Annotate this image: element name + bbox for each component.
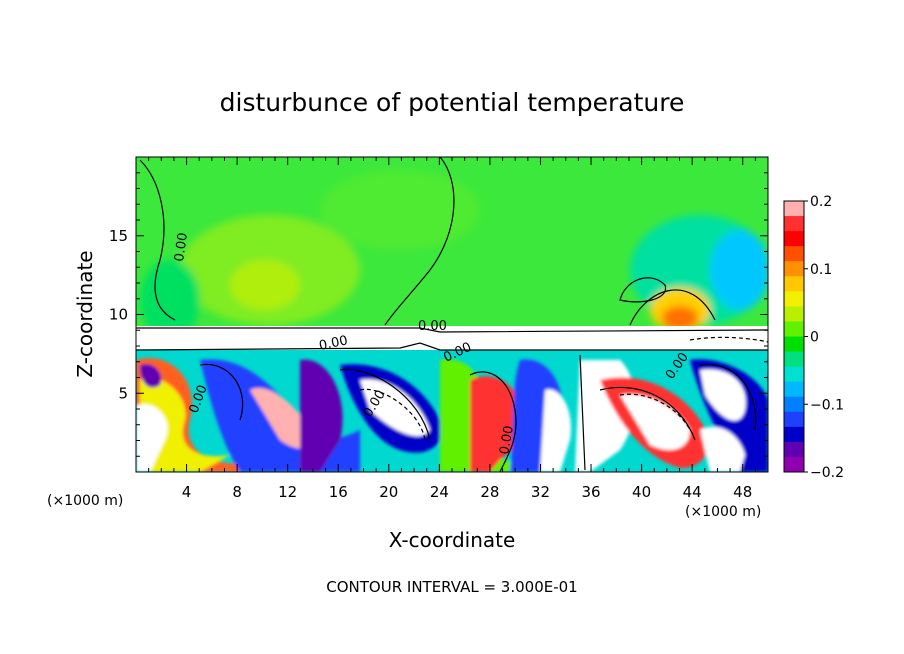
heatmap-field: [136, 157, 768, 472]
x-tick-label: 36: [581, 483, 600, 501]
x-tick-label: 40: [632, 483, 651, 501]
x-tick-label: 16: [329, 483, 348, 501]
colorbar: 0.2 0.1 0 −0.1 −0.2: [783, 194, 844, 481]
colorbar-swatch: [784, 336, 804, 353]
x-tick-label: 24: [430, 483, 449, 501]
y-tick-label: 5: [118, 384, 128, 402]
colorbar-swatch: [784, 321, 804, 337]
contour-label: 0.00: [318, 333, 349, 354]
chart-title: disturbunce of potential temperature: [220, 88, 685, 117]
x-tick-label: 20: [379, 483, 398, 501]
x-tick-label: 8: [232, 483, 242, 501]
colorbar-swatch: [784, 411, 804, 428]
colorbar-swatch: [784, 261, 804, 277]
colorbar-swatch: [784, 381, 804, 398]
colorbar-swatch: [784, 366, 804, 383]
x-axis-label: X-coordinate: [389, 528, 516, 552]
y-tick-label: 10: [109, 306, 128, 324]
x-tick-label: 4: [182, 483, 192, 501]
x-tick-label: 28: [480, 483, 499, 501]
contour-label: 0.00: [418, 319, 447, 334]
x-tick-label: 48: [733, 483, 752, 501]
colorbar-tick-label: 0.1: [810, 262, 832, 278]
colorbar-swatch: [784, 441, 804, 458]
contour-interval-footer: CONTOUR INTERVAL = 3.000E-01: [326, 578, 577, 596]
colorbar-swatch: [784, 306, 804, 322]
y-axis: 5 10 15: [109, 172, 768, 457]
y-axis-label: Z-coordinate: [73, 250, 97, 377]
colorbar-swatch: [784, 201, 804, 217]
colorbar-swatch: [784, 456, 804, 473]
colorbar-tick-label: 0.2: [810, 194, 832, 210]
contour-lines: [136, 157, 768, 472]
colorbar-swatch: [784, 426, 804, 443]
contour-label: 0.00: [172, 232, 191, 263]
x-tick-label: 12: [278, 483, 297, 501]
colorbar-tick-label: 0: [810, 330, 819, 346]
x-axis: 4 8 12 16 20 24 28 32 36 40 44 48: [148, 157, 756, 501]
colorbar-swatch: [784, 231, 804, 247]
x-tick-label: 32: [531, 483, 550, 501]
x-unit-label-left: (×1000 m): [47, 493, 123, 509]
colorbar-swatch: [784, 291, 804, 307]
x-tick-label: 44: [683, 483, 702, 501]
colorbar-swatch: [784, 276, 804, 292]
colorbar-tick-label: −0.2: [810, 465, 844, 481]
colorbar-swatch: [784, 351, 804, 368]
y-tick-label: 15: [109, 227, 128, 245]
colorbar-swatch: [784, 396, 804, 413]
contour-label: 0.00: [497, 425, 517, 456]
colorbar-tick-label: −0.1: [810, 397, 844, 413]
colorbar-swatch: [784, 246, 804, 262]
colorbar-swatch: [784, 216, 804, 232]
x-unit-label-right: (×1000 m): [685, 504, 761, 520]
